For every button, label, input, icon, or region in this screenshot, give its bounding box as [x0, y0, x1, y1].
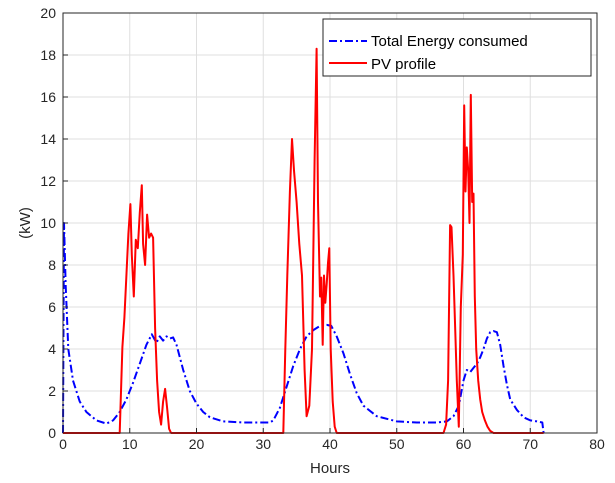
ticks: 0 10 20 30 40 50 60 70 80 0 2 4 6 8 10 12 14 16 18 20 — [40, 5, 605, 452]
series-line-total-energy — [62, 222, 545, 434]
y-axis-label: (kW) — [17, 207, 34, 239]
y-tick-label: 6 — [48, 299, 56, 315]
x-tick-label: 80 — [589, 436, 605, 452]
y-tick-label: 16 — [40, 89, 56, 105]
x-tick-label: 30 — [255, 436, 271, 452]
y-tick-label: 12 — [40, 173, 56, 189]
series-line-pv-profile — [63, 47, 544, 434]
x-tick-label: 0 — [59, 436, 67, 452]
x-tick-label: 20 — [189, 436, 205, 452]
y-tick-label: 18 — [40, 47, 56, 63]
y-tick-label: 20 — [40, 5, 56, 21]
legend-label-pv-profile: PV profile — [371, 56, 436, 73]
x-axis-label: Hours — [310, 460, 350, 477]
legend-box — [322, 18, 592, 77]
x-tick-label: 40 — [322, 436, 338, 452]
y-tick-label: 4 — [48, 341, 56, 357]
x-tick-label: 70 — [522, 436, 538, 452]
y-tick-label: 8 — [48, 257, 56, 273]
y-tick-label: 0 — [48, 425, 56, 441]
legend-label-total-energy: Total Energy consumed — [371, 33, 528, 50]
x-tick-label: 50 — [389, 436, 405, 452]
legend: Total Energy consumed PV profile — [322, 18, 592, 77]
series-layer — [62, 47, 545, 434]
y-tick-label: 2 — [48, 383, 56, 399]
y-tick-label: 14 — [40, 131, 56, 147]
x-tick-label: 60 — [456, 436, 472, 452]
y-tick-label: 10 — [40, 215, 56, 231]
x-tick-label: 10 — [122, 436, 138, 452]
